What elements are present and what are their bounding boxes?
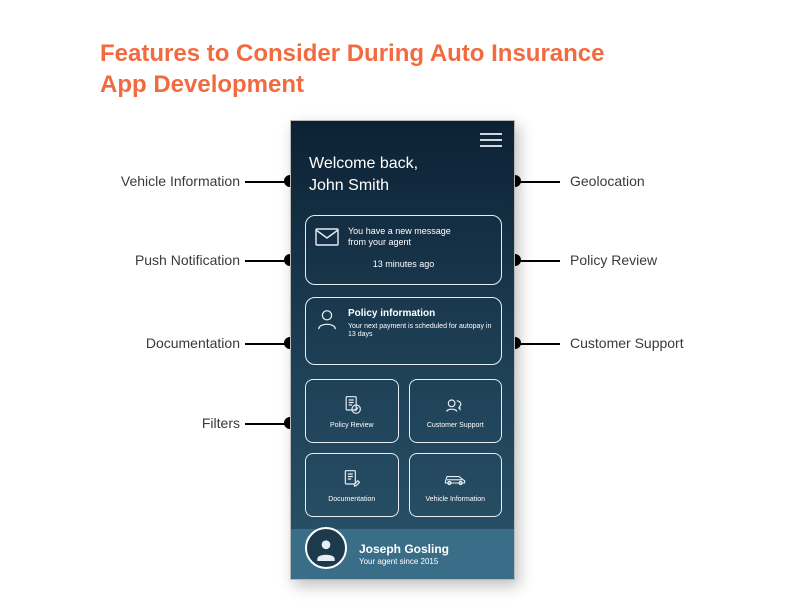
welcome-line1: Welcome back, bbox=[309, 153, 418, 175]
welcome-text: Welcome back, John Smith bbox=[309, 153, 418, 196]
hamburger-icon[interactable] bbox=[480, 133, 502, 147]
page-title: Features to Consider During Auto Insuran… bbox=[100, 38, 640, 100]
document-pen-icon bbox=[340, 468, 364, 490]
tile-vehicle-info[interactable]: Vehicle Information bbox=[409, 453, 503, 517]
callout-line bbox=[245, 423, 285, 425]
callout-vehicle-info: Vehicle Information bbox=[90, 173, 240, 189]
tile-documentation[interactable]: Documentation bbox=[305, 453, 399, 517]
support-icon bbox=[443, 394, 467, 416]
callout-documentation: Documentation bbox=[90, 335, 240, 351]
tile-customer-support[interactable]: Customer Support bbox=[409, 379, 503, 443]
avatar-icon bbox=[305, 527, 347, 569]
envelope-icon bbox=[314, 226, 340, 248]
person-icon bbox=[314, 308, 340, 330]
policy-card[interactable]: Policy information Your next payment is … bbox=[305, 297, 502, 365]
agent-name: Joseph Gosling bbox=[359, 542, 449, 556]
message-card[interactable]: You have a new message from your agent 1… bbox=[305, 215, 502, 285]
phone-mockup: Welcome back, John Smith You have a new … bbox=[290, 120, 515, 580]
message-time: 13 minutes ago bbox=[306, 259, 501, 269]
tile-label: Policy Review bbox=[330, 422, 374, 429]
callout-line bbox=[520, 181, 560, 183]
policy-title: Policy information bbox=[348, 308, 493, 321]
callout-line bbox=[245, 260, 285, 262]
document-check-icon bbox=[340, 394, 364, 416]
callout-customer-support: Customer Support bbox=[570, 335, 684, 351]
tile-policy-review[interactable]: Policy Review bbox=[305, 379, 399, 443]
callout-push-notification: Push Notification bbox=[90, 252, 240, 268]
callout-line bbox=[520, 343, 560, 345]
callout-geolocation: Geolocation bbox=[570, 173, 645, 189]
callout-line bbox=[245, 181, 285, 183]
agent-since: Your agent since 2015 bbox=[359, 557, 449, 566]
message-line2: from your agent bbox=[348, 237, 451, 248]
tile-label: Vehicle Information bbox=[425, 496, 485, 503]
callout-line bbox=[520, 260, 560, 262]
tiles-grid: Policy Review Customer Support Documenta… bbox=[305, 379, 502, 517]
callout-line bbox=[245, 343, 285, 345]
policy-sub: Your next payment is scheduled for autop… bbox=[348, 323, 493, 341]
tile-label: Customer Support bbox=[427, 422, 484, 429]
car-icon bbox=[443, 468, 467, 490]
callout-filters: Filters bbox=[90, 415, 240, 431]
agent-bar[interactable]: Joseph Gosling Your agent since 2015 bbox=[291, 529, 514, 579]
message-line1: You have a new message bbox=[348, 226, 451, 237]
callout-policy-review: Policy Review bbox=[570, 252, 657, 268]
tile-label: Documentation bbox=[328, 496, 375, 503]
welcome-line2: John Smith bbox=[309, 175, 418, 197]
